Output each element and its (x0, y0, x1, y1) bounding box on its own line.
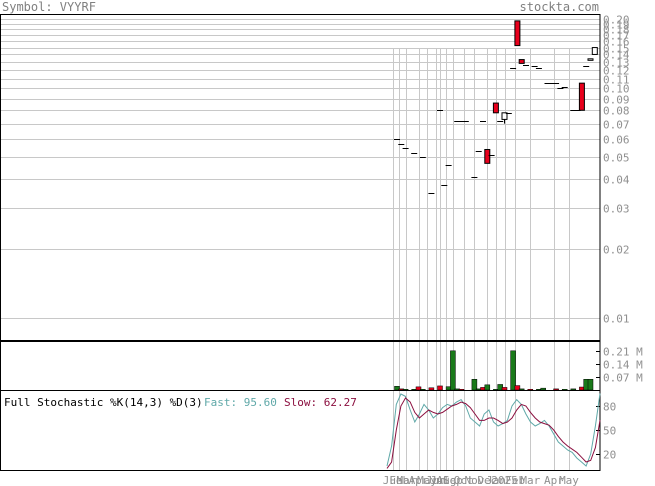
price-tick-label: 0.02 (603, 244, 630, 257)
candle (492, 102, 499, 114)
volume-bar (437, 385, 443, 391)
price-tick-label: 0.07 (603, 119, 630, 132)
x-tick-label: Oct (454, 474, 474, 486)
x-tick-label: Feb (389, 474, 409, 486)
candle (518, 59, 525, 64)
x-tick-label: Sep (443, 474, 463, 486)
x-tick-label: Jun (383, 474, 403, 486)
stochastic-panel: Full Stochastic %K(14,3) %D(3) Fast: 95.6… (0, 390, 616, 471)
volume-bar (428, 387, 435, 391)
stochastic-title: Full Stochastic %K(14,3) %D(3) (4, 396, 203, 409)
price-tick-label: 0.20 (603, 14, 630, 27)
volume-panel: 0.21 M0.14 M0.07 M (0, 341, 643, 391)
x-tick-label: Mar (520, 474, 540, 486)
x-tick-label: Feb (505, 474, 525, 486)
x-tick-label: Nov (464, 474, 484, 486)
price-tick-label: 0.19 (603, 19, 630, 32)
volume-tick-label: 0.14 M (603, 359, 643, 372)
x-tick-label: Jan (486, 474, 506, 486)
price-tick-label: 0.04 (603, 174, 630, 187)
candle (484, 148, 491, 164)
x-axis: JunFebMarAprMayJunJulAugSepOctNovDecJan2… (383, 474, 580, 486)
volume-bar (471, 379, 478, 391)
price-tick-label: 0.13 (603, 57, 630, 70)
price-tick-label: 0.06 (603, 134, 630, 147)
stochastic-tick-label: 50 (603, 425, 616, 438)
candle (578, 82, 585, 111)
stochastic-slow-label: Slow: 62.27 (284, 396, 357, 409)
price-tick-label: 0.01 (603, 313, 630, 326)
price-tick-label: 0.05 (603, 152, 630, 165)
price-tick-label: 0.11 (603, 74, 630, 87)
price-panel: 0.200.190.180.170.160.150.140.130.120.11… (0, 14, 630, 470)
volume-bar (501, 387, 508, 391)
x-tick-label: Dec (477, 474, 497, 486)
x-tick-label: 2025 (491, 474, 518, 486)
stochastic-line-slow (386, 397, 601, 469)
price-tick-label: 0.10 (603, 83, 630, 96)
volume-bar (570, 388, 577, 391)
volume-tick-label: 0.07 M (603, 372, 643, 385)
volume-bar (510, 350, 516, 391)
volume-bar (518, 388, 525, 391)
stochastic-tick-label: 80 (603, 401, 616, 414)
volume-bar (450, 350, 456, 391)
x-tick-label: May (417, 474, 437, 486)
x-tick-label: Apr (544, 474, 564, 486)
price-tick-label: 0.18 (603, 24, 630, 37)
price-tick-label: 0.03 (603, 203, 630, 216)
x-tick-label: Jul (430, 474, 450, 486)
x-tick-label: May (559, 474, 579, 486)
price-panel-border (0, 14, 601, 341)
price-tick-label: 0.09 (603, 94, 630, 107)
price-tick-label: 0.16 (603, 36, 630, 49)
x-tick-label: Aug (437, 474, 457, 486)
volume-tick-label: 0.21 M (603, 346, 643, 359)
site-name: stockta.com (519, 0, 599, 14)
price-tick-label: 0.12 (603, 65, 630, 78)
candle (501, 112, 508, 120)
x-tick-label: Mar (397, 474, 417, 486)
stochastic-tick-label: 20 (603, 449, 616, 462)
stochastic-line-fast (386, 393, 601, 467)
x-tick-label: Jun (426, 474, 446, 486)
volume-bar (553, 388, 559, 391)
candle (514, 20, 521, 47)
x-tick-label: Apr (409, 474, 429, 486)
price-tick-label: 0.15 (603, 43, 630, 56)
volume-bar (484, 384, 491, 391)
price-tick-label: 0.14 (603, 49, 630, 62)
volume-bar (540, 387, 546, 391)
volume-panel-border (0, 341, 601, 391)
stochastic-fast-label: Fast: 95.60 (204, 396, 277, 409)
price-tick-label: 0.17 (603, 30, 630, 43)
price-tick-label: 0.08 (603, 105, 630, 118)
candle (591, 47, 598, 55)
symbol-label: Symbol: VYYRF (2, 0, 96, 14)
volume-bar (587, 379, 594, 391)
candle (587, 58, 594, 61)
